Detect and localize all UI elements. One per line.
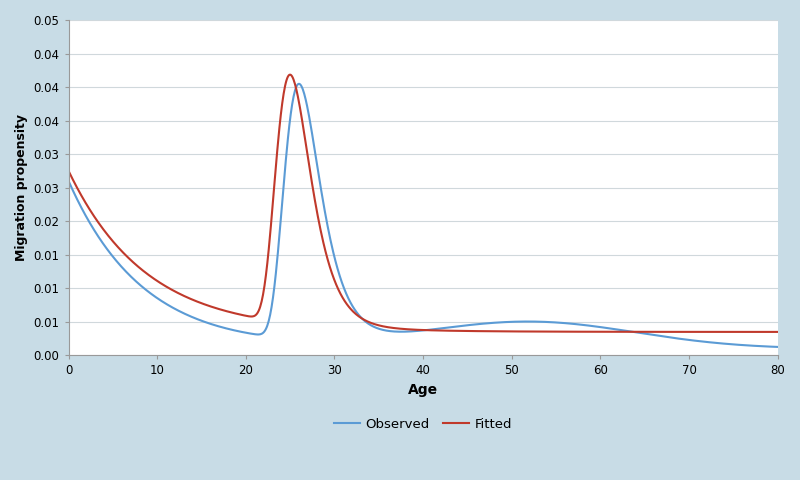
Fitted [630, 329, 640, 335]
Observed [551, 320, 561, 325]
Fitted [773, 329, 782, 335]
Fitted [377, 323, 386, 329]
Observed [351, 309, 361, 314]
X-axis label: Age: Age [408, 383, 438, 397]
Fitted [286, 72, 295, 77]
Observed [377, 327, 386, 333]
Fitted [618, 329, 627, 335]
Observed [136, 283, 146, 288]
Observed [618, 327, 627, 333]
Observed [64, 178, 74, 184]
Fitted [351, 312, 361, 317]
Y-axis label: Migration propensity: Migration propensity [15, 114, 28, 261]
Observed [773, 344, 782, 350]
Fitted [64, 168, 74, 174]
Line: Fitted: Fitted [69, 74, 778, 332]
Legend: Observed, Fitted: Observed, Fitted [329, 412, 518, 436]
Line: Observed: Observed [69, 84, 778, 347]
Observed [630, 329, 640, 335]
Fitted [551, 329, 561, 335]
Fitted [136, 266, 146, 272]
Observed [294, 81, 304, 87]
